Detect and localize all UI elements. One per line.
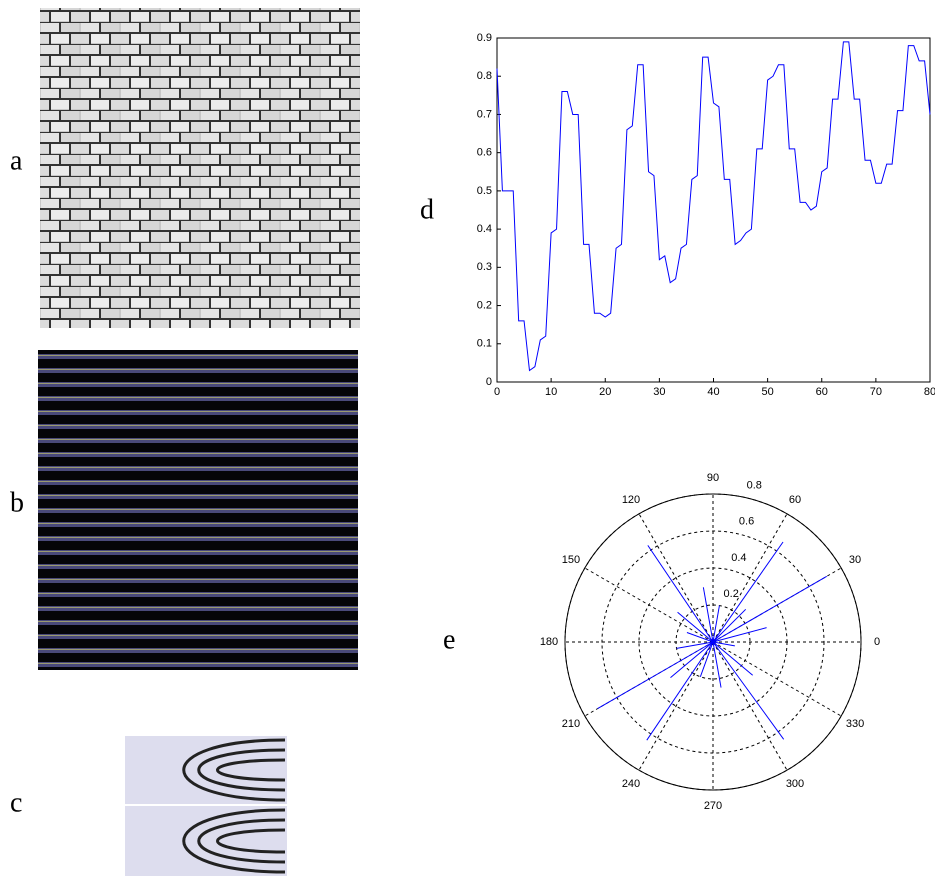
image-b <box>38 350 358 670</box>
x-tick-label: 10 <box>545 386 557 398</box>
x-tick-label: 30 <box>653 386 665 398</box>
spike <box>712 605 720 643</box>
panel-label: e <box>443 624 455 655</box>
spoke <box>638 641 714 771</box>
y-tick-label: 0.8 <box>477 70 492 82</box>
theta-tick-label: 120 <box>622 494 640 506</box>
spoke <box>712 641 788 771</box>
spoke <box>638 513 714 643</box>
image-a <box>40 8 360 328</box>
axes-group: 0 0.1 0.2 0.3 0.4 0.5 0.6 0.7 0.8 0.9 0 10 20 30 40 50 6… <box>477 32 935 812</box>
y-tick-label: 0.2 <box>477 299 492 311</box>
panel-label: d <box>420 194 434 225</box>
r-grid <box>601 530 825 754</box>
x-tick-label: 0 <box>494 386 500 398</box>
theta-tick-label: 90 <box>707 472 719 484</box>
data-line <box>496 41 931 372</box>
x-tick-label: 80 <box>924 386 935 398</box>
theta-tick-label: 180 <box>540 636 558 648</box>
y-tick-label: 0 <box>486 376 492 388</box>
y-tick-label: 0.1 <box>477 338 492 350</box>
y-tick-label: 0.4 <box>477 223 492 235</box>
panel-label: a <box>10 145 23 176</box>
x-tick-label: 60 <box>816 386 828 398</box>
y-tick-label: 0.3 <box>477 261 492 273</box>
x-tick-label: 20 <box>599 386 611 398</box>
spike <box>647 545 714 643</box>
y-tick-label: 0.7 <box>477 108 492 120</box>
r-tick-label: 0.2 <box>724 588 739 600</box>
theta-tick-label: 210 <box>562 718 580 730</box>
spike <box>699 641 714 677</box>
spike <box>712 641 754 676</box>
theta-tick-label: 150 <box>562 554 580 566</box>
r-tick-label: 0.8 <box>747 479 762 491</box>
y-tick-label: 0.9 <box>477 32 492 44</box>
x-tick-label: 50 <box>762 386 774 398</box>
spike <box>712 608 747 643</box>
spike <box>712 627 767 643</box>
y-tick-label: 0.5 <box>477 185 492 197</box>
theta-tick-label: 30 <box>849 554 861 566</box>
theta-tick-label: 60 <box>789 494 801 506</box>
spike <box>702 587 714 643</box>
spike <box>670 641 714 679</box>
spike <box>712 641 735 647</box>
spike <box>646 641 714 741</box>
spike <box>712 641 785 740</box>
spike <box>676 641 714 649</box>
panel-label: b <box>10 487 24 518</box>
r-tick-label: 0.6 <box>739 516 754 528</box>
theta-tick-label: 240 <box>622 778 640 790</box>
spike <box>712 575 828 643</box>
theta-tick-label: 330 <box>846 718 864 730</box>
spike <box>712 641 722 688</box>
plot-frame <box>496 37 931 383</box>
theta-tick-label: 0 <box>874 636 880 648</box>
x-tick-label: 70 <box>870 386 882 398</box>
y-tick-label: 0.6 <box>477 147 492 159</box>
r-grid <box>564 493 862 791</box>
theta-tick-label: 270 <box>704 800 722 812</box>
spike <box>712 541 784 643</box>
spike <box>686 632 714 643</box>
image-c <box>125 736 287 876</box>
spike <box>677 611 714 643</box>
r-grid <box>638 567 788 717</box>
spike <box>597 641 714 710</box>
r-tick-label: 0.4 <box>731 552 746 564</box>
panel-label: c <box>10 787 22 818</box>
theta-tick-label: 300 <box>786 778 804 790</box>
x-tick-label: 40 <box>707 386 719 398</box>
r-grid <box>675 604 751 680</box>
